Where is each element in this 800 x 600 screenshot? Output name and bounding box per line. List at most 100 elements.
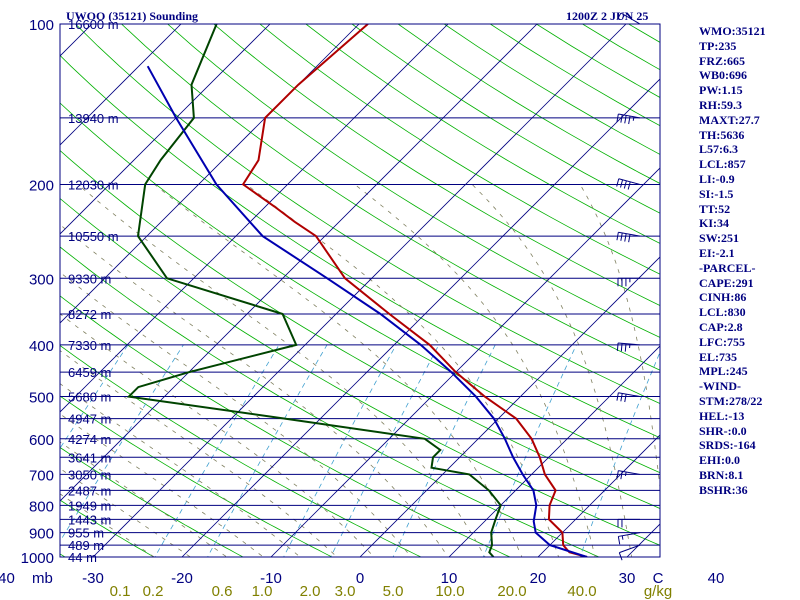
mixing-ratio-tick-label: 5.0 <box>383 583 404 600</box>
dry-adiabat <box>167 24 660 338</box>
mixing-ratio-tick-label: 20.0 <box>497 583 526 600</box>
moist-adiabat <box>60 350 338 557</box>
height-label: 44 m <box>68 550 97 565</box>
mixing-ratio-line <box>60 344 184 543</box>
wind-barb-flag <box>620 393 623 402</box>
wind-barb <box>617 277 640 287</box>
isotherm <box>0 12 15 568</box>
wind-barb-flag <box>617 536 621 545</box>
moist-adiabat <box>77 184 486 557</box>
wind-barb-staff <box>619 544 641 554</box>
dry-adiabat <box>60 149 660 509</box>
moist-adiabat <box>471 184 633 557</box>
stat-item: -PARCEL- <box>699 260 756 275</box>
stat-item: CAP:2.8 <box>699 319 743 334</box>
height-label: 7330 m <box>68 338 111 353</box>
isotherm <box>60 24 360 324</box>
dry-adiabat <box>60 246 601 557</box>
height-label: 955 m <box>68 526 104 541</box>
mixing-ratio-line <box>392 344 496 557</box>
station-title: UWOO (35121) Sounding <box>66 9 199 23</box>
height-label: 3050 m <box>68 467 111 482</box>
temperature-line <box>241 24 588 557</box>
stat-item: STM:278/22 <box>699 393 763 408</box>
wind-barb <box>617 532 641 545</box>
wind-barb-flag <box>620 343 623 352</box>
stat-item: TH:5636 <box>699 127 745 142</box>
wind-barb-half <box>624 471 627 477</box>
wind-barb <box>617 518 640 528</box>
plot-frame <box>59 23 661 558</box>
height-label: 13940 m <box>68 111 119 126</box>
wind-barb-half <box>621 535 624 540</box>
sounding-time: 1200Z 2 JUN 25 <box>566 9 649 23</box>
stat-item: TP:235 <box>699 38 737 53</box>
moist-adiabat <box>246 184 560 557</box>
isotherm <box>60 24 538 502</box>
mixing-ratio-line <box>579 351 660 557</box>
moist-adiabat <box>60 224 449 557</box>
mixing-ratio-tick-label: 3.0 <box>335 583 356 600</box>
pressure-unit-label: mb <box>32 570 53 587</box>
moist-adiabat <box>60 271 412 557</box>
temperature-tick-label: -20 <box>171 570 193 587</box>
wind-barb <box>616 178 641 190</box>
pressure-tick-label: 1000 <box>21 550 54 567</box>
temperature-tick-label: 10 <box>441 570 458 587</box>
wind-barbs <box>616 12 641 561</box>
mixing-ratio-line <box>207 344 328 557</box>
stat-item: PW:1.15 <box>699 83 743 98</box>
dry-adiabat <box>60 345 422 557</box>
wind-barb-staff <box>618 532 641 537</box>
isotherm <box>270 167 660 557</box>
dry-adiabat <box>60 102 660 474</box>
height-label: 3641 m <box>68 450 111 465</box>
pressure-tick-label: 600 <box>29 432 54 449</box>
dry-adiabat <box>60 499 155 557</box>
dewpoint-line <box>126 24 502 557</box>
height-label: 9330 m <box>68 271 111 286</box>
temperature-tick-label: -40 <box>0 570 15 587</box>
wind-barb-flag <box>620 471 623 480</box>
isotherm <box>359 256 660 557</box>
mixing-ratio-unit-label: g/kg <box>644 583 672 600</box>
mixing-ratio-tick-label: 0.2 <box>143 583 164 600</box>
pressure-tick-label: 900 <box>29 526 54 543</box>
stat-item: -WIND- <box>699 379 741 394</box>
stat-item: CAPE:291 <box>699 275 754 290</box>
stat-item: LFC:755 <box>699 334 745 349</box>
stat-item: EL:735 <box>699 349 738 364</box>
stat-item: SW:251 <box>699 231 740 246</box>
wind-barb-flag <box>624 343 627 352</box>
profile-lines <box>126 24 588 557</box>
wind-barb <box>616 231 641 243</box>
wind-barb <box>616 113 641 125</box>
stat-item: SI:-1.5 <box>699 186 734 201</box>
stats-panel: WMO:35121 TP:235 FRZ:665 WB0:696 PW:1.15 RH:5… <box>699 24 799 498</box>
wind-barb-staff <box>618 231 641 237</box>
stat-item: RH:59.3 <box>699 97 742 112</box>
mixing-ratio-tick-label: 0.1 <box>110 583 131 600</box>
moist-adiabat <box>60 383 301 557</box>
dry-adiabat <box>259 24 660 275</box>
wind-barb-flag <box>624 233 627 242</box>
wind-barb-staff <box>618 113 641 119</box>
height-label: 6459 m <box>68 365 111 380</box>
moist-adiabat <box>579 184 660 491</box>
wind-barb-flag <box>623 180 627 189</box>
isotherm <box>181 78 660 557</box>
stat-item: TT:52 <box>699 201 731 216</box>
wind-barb-flag <box>620 114 623 123</box>
height-label: 2487 m <box>68 483 111 498</box>
stat-item: FRZ:665 <box>699 53 745 68</box>
dry-adiabat <box>75 24 660 404</box>
pressure-tick-label: 300 <box>29 271 54 288</box>
wind-barb-flag <box>620 232 623 241</box>
wind-barb-half <box>632 116 635 121</box>
stat-item: SRDS:-164 <box>699 438 756 453</box>
wind-barb <box>618 544 641 561</box>
stat-item: LCL:857 <box>699 157 746 172</box>
mixing-ratio-tick-label: 10.0 <box>435 583 464 600</box>
wind-barb-flag <box>616 178 620 187</box>
